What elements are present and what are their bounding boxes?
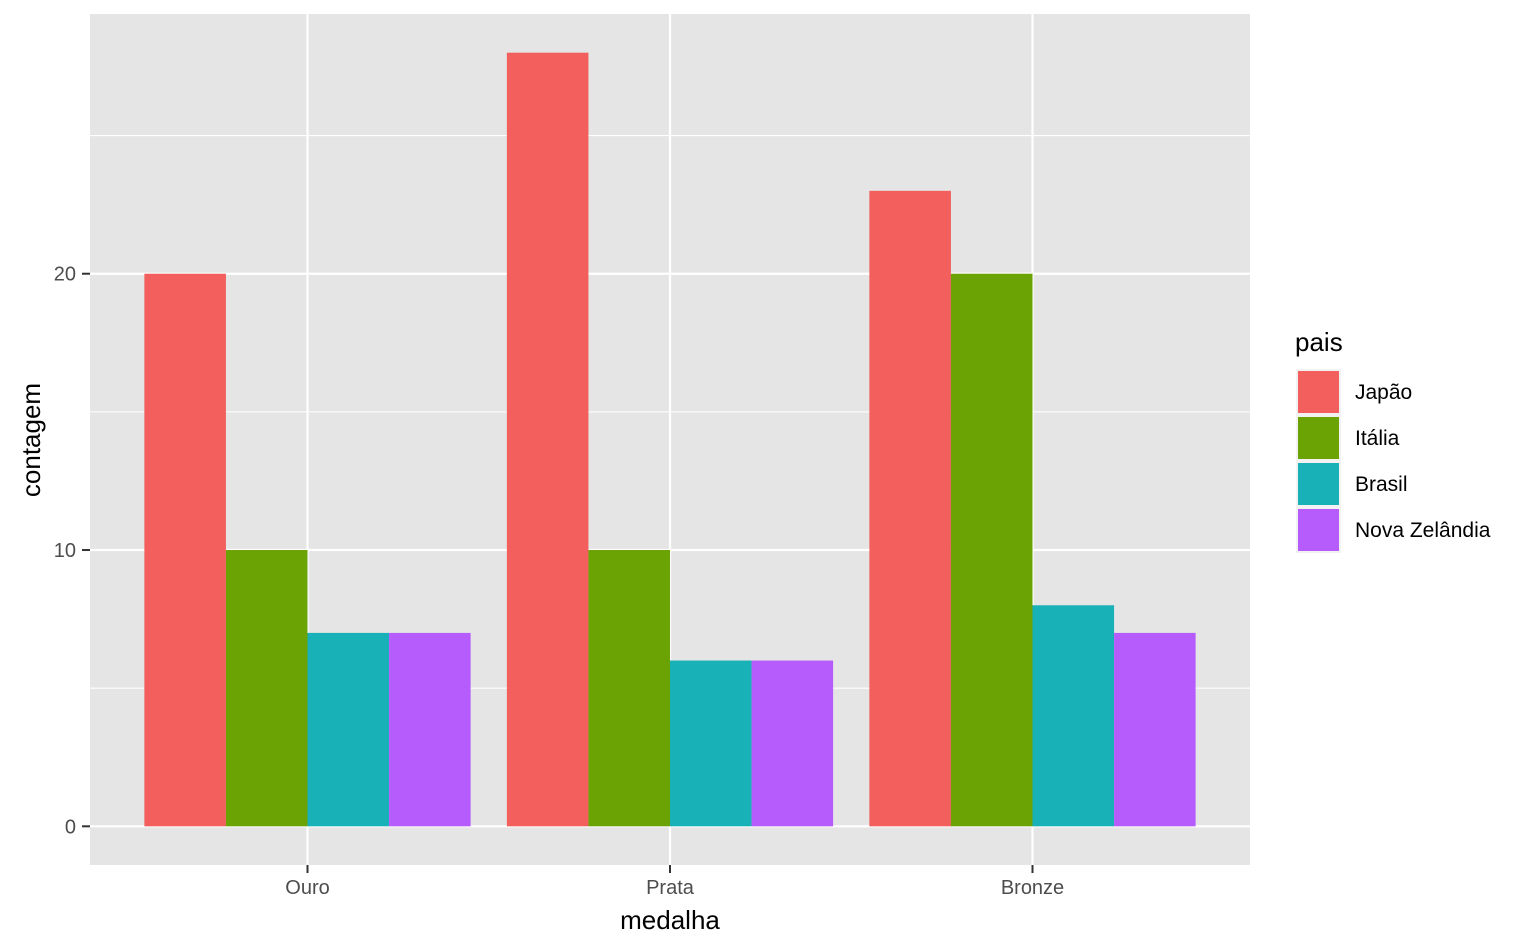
y-tick-label: 0 (65, 816, 76, 838)
bar-japão-ouro (144, 273, 226, 827)
legend-key-swatch (1298, 371, 1339, 413)
y-tick-label: 20 (54, 264, 76, 286)
bar-brasil-prata (670, 660, 752, 827)
x-axis: Ouro Prata Bronze (285, 865, 1064, 899)
bar-itália-prata (588, 550, 670, 827)
y-axis-title: contagem (16, 383, 46, 497)
legend: pais Japão Itália Brasil Nova Zelândia (1295, 327, 1491, 553)
bar-nova-zelândia-bronze (1114, 632, 1196, 827)
bar-nova-zelândia-ouro (389, 632, 471, 827)
legend-key-swatch (1298, 463, 1339, 505)
bar-brasil-bronze (1032, 605, 1115, 827)
legend-label: Itália (1355, 427, 1400, 450)
x-tick-label: Prata (646, 877, 695, 899)
x-tick-label: Ouro (285, 877, 329, 899)
bar-brasil-ouro (307, 632, 390, 827)
x-tick-label: Bronze (1001, 877, 1064, 899)
bar-nova-zelândia-prata (751, 660, 834, 827)
bar-itália-bronze (950, 273, 1033, 827)
bar-itália-ouro (225, 550, 308, 827)
bars (144, 52, 1196, 827)
y-axis: 0 10 20 (54, 264, 90, 838)
legend-key-swatch (1298, 509, 1339, 551)
legend-label: Japão (1355, 381, 1412, 404)
x-axis-title: medalha (620, 905, 720, 935)
legend-title: pais (1295, 327, 1343, 357)
legend-label: Brasil (1355, 473, 1408, 496)
legend-label: Nova Zelândia (1355, 519, 1491, 542)
bar-japão-prata (506, 52, 589, 827)
bar-japão-bronze (869, 190, 951, 827)
y-tick-label: 10 (54, 540, 76, 562)
legend-key-swatch (1298, 417, 1339, 459)
